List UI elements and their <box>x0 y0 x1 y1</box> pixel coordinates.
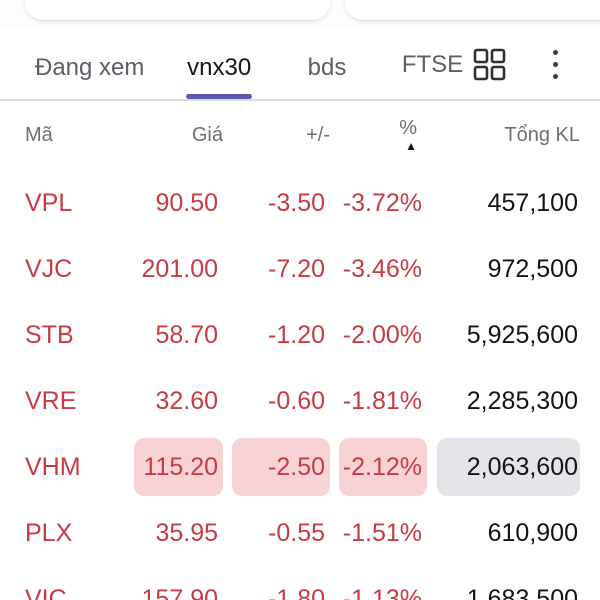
tab-underline <box>35 94 144 99</box>
price-cell: 58.70 <box>155 320 218 349</box>
header-code[interactable]: Mã <box>25 124 53 146</box>
tab-label: Đang xem <box>35 54 145 81</box>
percent-cell: -3.72% <box>342 188 422 217</box>
tab-label: bds <box>307 54 347 81</box>
volume-cell: 2,063,600 <box>437 438 580 496</box>
change-cell: -1.20 <box>268 320 325 349</box>
table-row[interactable]: VHM 115.20 -2.50 -2.12% 2,063,600 <box>0 434 600 500</box>
price-cell: 90.50 <box>155 188 218 217</box>
header-change[interactable]: +/- <box>306 124 330 146</box>
ticker-code[interactable]: VRE <box>25 386 77 415</box>
percent-cell: -2.12% <box>339 438 427 496</box>
tab-dang-xem[interactable]: Đang xem <box>35 54 144 99</box>
change-cell: -1.80 <box>268 584 325 600</box>
change-cell: -2.50 <box>232 438 330 496</box>
header-volume[interactable]: Tổng KL <box>504 124 580 146</box>
quote-table-body: VPL 90.50 -3.50 -3.72% 457,100 VJC 201.0… <box>0 170 600 600</box>
change-cell: -0.60 <box>268 386 325 415</box>
ticker-code[interactable]: PLX <box>25 518 73 547</box>
change-cell: -3.50 <box>268 188 325 217</box>
tab-vnx30[interactable]: vnx30 <box>186 54 253 99</box>
change-cell: -0.55 <box>268 518 325 547</box>
volume-cell: 610,900 <box>487 518 578 547</box>
ticker-code[interactable]: VPL <box>25 188 73 217</box>
volume-cell: 1,683,500 <box>466 584 578 600</box>
grid-view-icon[interactable] <box>472 47 507 82</box>
price-cell: 157.90 <box>141 584 218 600</box>
price-cell: 35.95 <box>155 518 218 547</box>
header-percent-label: % <box>399 117 417 140</box>
top-card-left[interactable] <box>25 0 330 20</box>
price-cell: 32.60 <box>155 386 218 415</box>
tab-ftse-group[interactable]: FTSE <box>402 47 507 99</box>
watchlist-tabbar: Đang xem vnx30 bds FTSE <box>0 28 600 101</box>
percent-cell: -1.81% <box>342 386 422 415</box>
percent-cell: -3.46% <box>342 254 422 283</box>
tab-underline <box>294 94 360 99</box>
ticker-code[interactable]: STB <box>25 320 74 349</box>
ticker-code[interactable]: VIC <box>25 584 67 600</box>
tab-label: vnx30 <box>187 54 252 81</box>
volume-cell: 457,100 <box>487 188 578 217</box>
price-cell: 201.00 <box>141 254 218 283</box>
top-cards-strip <box>0 0 600 28</box>
percent-cell: -1.13% <box>342 584 422 600</box>
volume-cell: 972,500 <box>487 254 578 283</box>
kebab-menu-icon[interactable] <box>549 44 562 99</box>
ticker-code[interactable]: VHM <box>25 452 81 481</box>
table-row[interactable]: STB 58.70 -1.20 -2.00% 5,925,600 <box>0 302 600 368</box>
table-row[interactable]: VRE 32.60 -0.60 -1.81% 2,285,300 <box>0 368 600 434</box>
percent-cell: -1.51% <box>342 518 422 547</box>
tab-label: FTSE <box>401 50 464 78</box>
header-percent[interactable]: % ▲ <box>330 118 427 153</box>
header-price[interactable]: Giá <box>191 124 223 146</box>
table-row[interactable]: PLX 35.95 -0.55 -1.51% 610,900 <box>0 500 600 566</box>
table-row[interactable]: VIC 157.90 -1.80 -1.13% 1,683,500 <box>0 566 600 600</box>
sort-ascending-icon: ▲ <box>405 139 417 154</box>
active-tab-underline <box>186 94 253 99</box>
percent-cell: -2.00% <box>342 320 422 349</box>
table-row[interactable]: VJC 201.00 -7.20 -3.46% 972,500 <box>0 236 600 302</box>
ticker-code[interactable]: VJC <box>25 254 73 283</box>
tab-bds[interactable]: bds <box>294 54 360 99</box>
table-row[interactable]: VPL 90.50 -3.50 -3.72% 457,100 <box>0 170 600 236</box>
change-cell: -7.20 <box>268 254 325 283</box>
tabbar-items: Đang xem vnx30 bds FTSE <box>35 44 562 99</box>
volume-cell: 5,925,600 <box>466 320 578 349</box>
volume-cell: 2,285,300 <box>466 386 578 415</box>
price-cell: 115.20 <box>134 438 223 496</box>
top-card-right[interactable] <box>345 0 600 20</box>
table-header-row: Mã Giá +/- % ▲ Tổng KL <box>0 101 600 170</box>
